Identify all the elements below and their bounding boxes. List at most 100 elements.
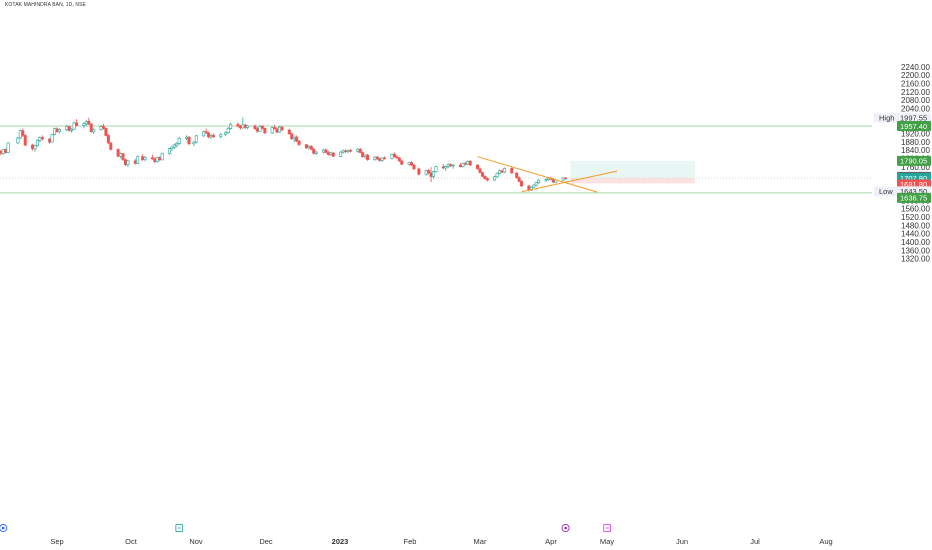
candle[interactable] xyxy=(478,167,482,174)
candle[interactable] xyxy=(312,147,316,155)
candle[interactable] xyxy=(449,162,453,168)
calendar-icon[interactable] xyxy=(603,523,611,533)
candle[interactable] xyxy=(160,152,164,161)
candle[interactable] xyxy=(307,145,311,150)
candle[interactable] xyxy=(520,180,524,188)
candle[interactable] xyxy=(476,164,480,170)
candle[interactable] xyxy=(87,117,91,126)
candle[interactable] xyxy=(109,142,113,151)
candle[interactable] xyxy=(126,159,130,168)
candle[interactable] xyxy=(255,127,259,133)
candle[interactable] xyxy=(192,140,196,146)
candle[interactable] xyxy=(101,123,105,130)
split-icon[interactable] xyxy=(561,523,570,533)
candle[interactable] xyxy=(31,143,35,151)
candle[interactable] xyxy=(143,156,147,162)
candle[interactable] xyxy=(53,127,57,136)
candle[interactable] xyxy=(33,144,37,152)
candle[interactable] xyxy=(287,128,291,135)
candle[interactable] xyxy=(564,177,568,180)
candle[interactable] xyxy=(451,164,455,169)
candle[interactable] xyxy=(167,147,171,155)
candle[interactable] xyxy=(150,154,154,160)
candle[interactable] xyxy=(253,124,257,131)
candle[interactable] xyxy=(194,134,198,144)
candle[interactable] xyxy=(67,125,71,132)
candle[interactable] xyxy=(4,148,8,154)
candle[interactable] xyxy=(534,181,538,187)
candle[interactable] xyxy=(378,157,382,162)
candle[interactable] xyxy=(48,137,52,144)
candle[interactable] xyxy=(16,136,20,145)
candle[interactable] xyxy=(339,151,343,158)
candle[interactable] xyxy=(258,125,262,132)
candle[interactable] xyxy=(106,134,110,145)
candle[interactable] xyxy=(373,156,377,161)
candle[interactable] xyxy=(366,153,370,161)
candle[interactable] xyxy=(407,161,411,166)
candle[interactable] xyxy=(314,150,318,156)
candle[interactable] xyxy=(185,135,189,141)
candle[interactable] xyxy=(502,167,506,173)
candle[interactable] xyxy=(141,154,145,161)
candle[interactable] xyxy=(329,151,333,157)
candle[interactable] xyxy=(38,136,42,143)
candle[interactable] xyxy=(202,130,206,137)
dividend-icon[interactable] xyxy=(0,523,8,533)
candle[interactable] xyxy=(309,145,313,151)
candle[interactable] xyxy=(116,148,120,158)
candle[interactable] xyxy=(480,171,484,178)
candle[interactable] xyxy=(341,149,345,154)
candle[interactable] xyxy=(84,120,88,126)
candle[interactable] xyxy=(136,155,140,165)
candle[interactable] xyxy=(158,156,162,161)
candle[interactable] xyxy=(463,161,467,166)
candle[interactable] xyxy=(121,152,125,161)
candle[interactable] xyxy=(270,126,274,134)
candle[interactable] xyxy=(211,133,215,138)
candle[interactable] xyxy=(224,131,228,137)
candle[interactable] xyxy=(363,154,367,159)
trendline-2[interactable] xyxy=(521,170,618,193)
candle[interactable] xyxy=(375,155,379,161)
candle[interactable] xyxy=(177,136,181,145)
candle[interactable] xyxy=(441,164,445,170)
candle[interactable] xyxy=(273,125,277,130)
candle[interactable] xyxy=(427,168,431,175)
candle[interactable] xyxy=(304,143,308,149)
candle[interactable] xyxy=(383,156,387,160)
target-zone[interactable] xyxy=(570,160,696,178)
candle[interactable] xyxy=(410,160,414,167)
candle[interactable] xyxy=(123,158,127,167)
candle[interactable] xyxy=(493,175,497,181)
candle[interactable] xyxy=(537,179,541,184)
candle[interactable] xyxy=(348,148,352,153)
candle[interactable] xyxy=(390,153,394,160)
candle[interactable] xyxy=(515,172,519,179)
candle[interactable] xyxy=(485,177,489,182)
support-price-tag[interactable]: 1636.75 xyxy=(897,192,931,203)
candle[interactable] xyxy=(170,145,174,151)
candle[interactable] xyxy=(290,132,294,141)
candle[interactable] xyxy=(172,143,176,149)
candle[interactable] xyxy=(346,149,350,154)
candle[interactable] xyxy=(23,134,27,147)
candle[interactable] xyxy=(6,142,10,153)
candle[interactable] xyxy=(324,148,328,154)
candle[interactable] xyxy=(18,129,22,139)
candle[interactable] xyxy=(275,127,279,134)
candle[interactable] xyxy=(260,125,264,130)
candle[interactable] xyxy=(468,160,472,167)
candle[interactable] xyxy=(361,151,365,158)
candle[interactable] xyxy=(0,150,3,156)
candle[interactable] xyxy=(344,149,348,153)
candle[interactable] xyxy=(532,184,536,188)
candle[interactable] xyxy=(295,135,299,143)
candle[interactable] xyxy=(1,148,5,155)
candle[interactable] xyxy=(444,165,448,171)
candle[interactable] xyxy=(57,128,61,134)
candle[interactable] xyxy=(331,152,335,158)
candle[interactable] xyxy=(155,156,159,163)
candle[interactable] xyxy=(326,150,330,156)
